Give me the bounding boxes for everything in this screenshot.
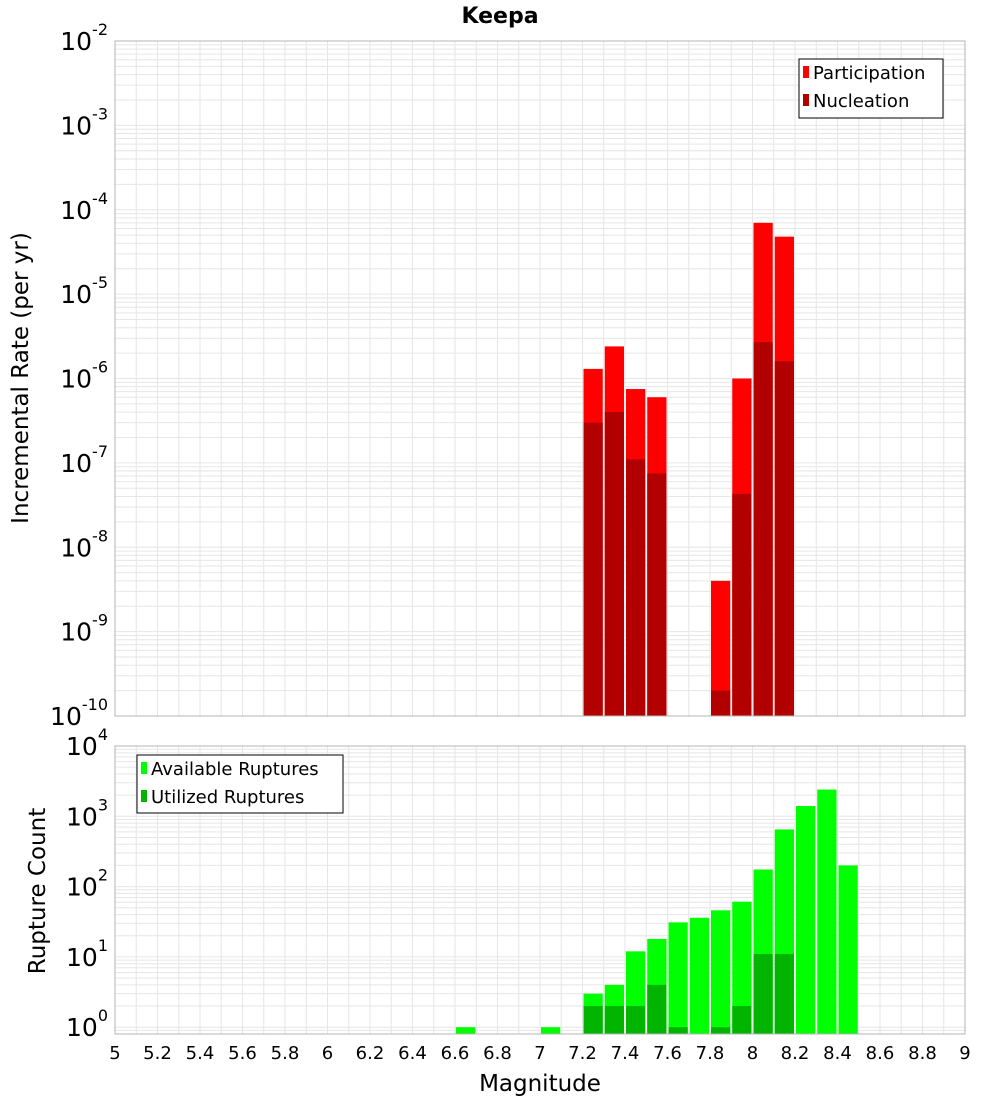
top-y-axis-label: Incremental Rate (per yr) — [8, 232, 34, 524]
available-bar — [796, 806, 816, 1034]
top-y-tick: 10-3 — [60, 104, 108, 140]
legend-swatch — [141, 762, 147, 774]
legend-swatch — [803, 66, 809, 78]
x-tick-label: 5.6 — [228, 1043, 257, 1064]
x-tick-label: 6 — [322, 1043, 333, 1064]
bottom-legend: Available Ruptures Utilized Ruptures — [136, 754, 344, 814]
x-tick-label: 8 — [747, 1043, 758, 1064]
utilized-bar — [774, 953, 794, 1034]
nucleation-bar — [583, 422, 603, 716]
top-grid — [114, 41, 966, 717]
nucleation-bar — [604, 412, 624, 716]
nucleation-bar — [626, 459, 646, 716]
participation-bar — [711, 580, 731, 716]
x-tick-label: 9 — [959, 1043, 970, 1064]
bottom-y-tick: 102 — [66, 866, 108, 902]
available-bar — [456, 1027, 476, 1034]
x-tick-label: 5 — [109, 1043, 120, 1064]
top-y-tick: 10-6 — [60, 358, 108, 394]
x-tick-label: 6.2 — [356, 1043, 385, 1064]
x-tick-labels: 5 5.2 5.4 5.6 5.8 6 6.2 6.4 6.6 6.8 7 7.2 7.4 7.6 7.8 8… — [109, 1043, 970, 1064]
top-y-tick: 10-8 — [60, 526, 108, 562]
utilized-bar — [732, 1006, 752, 1034]
x-tick-label: 8.4 — [823, 1043, 852, 1064]
legend-swatch — [141, 790, 147, 802]
legend-label: Nucleation — [813, 91, 909, 112]
utilized-bar — [604, 1006, 624, 1034]
x-tick-label: 6.6 — [441, 1043, 470, 1064]
available-bar — [732, 901, 752, 1034]
bottom-y-tick: 101 — [66, 936, 108, 972]
nucleation-bar — [774, 361, 794, 716]
top-y-ticks: 10-210-310-410-510-610-710-810-910-10 — [50, 20, 108, 731]
x-tick-label: 7.8 — [696, 1043, 725, 1064]
top-legend: Participation Nucleation — [798, 58, 944, 119]
utilized-bar — [583, 1006, 603, 1034]
bottom-y-tick: 103 — [66, 795, 108, 831]
chart-title: Keepa — [461, 4, 538, 29]
top-panel: 10-210-310-410-510-610-710-810-910-10Par… — [50, 20, 966, 731]
available-bar — [838, 865, 858, 1034]
legend-label: Participation — [813, 63, 925, 84]
bottom-plot-frame — [114, 745, 966, 1035]
legend-label: Available Ruptures — [151, 759, 319, 780]
nucleation-bar — [753, 342, 773, 716]
nucleation-bar — [647, 473, 667, 716]
nucleation-bar — [711, 690, 731, 716]
top-plot-frame — [114, 40, 966, 717]
available-bar — [689, 917, 709, 1034]
available-bar — [541, 1027, 561, 1034]
x-tick-label: 7.2 — [568, 1043, 597, 1064]
top-bars — [583, 222, 794, 716]
legend-box — [136, 754, 344, 814]
utilized-bar — [668, 1027, 688, 1034]
x-tick-label: 7.6 — [653, 1043, 682, 1064]
nucleation-bar — [732, 493, 752, 716]
x-tick-label: 6.8 — [483, 1043, 512, 1064]
legend-swatch — [803, 94, 809, 106]
x-tick-label: 7 — [534, 1043, 545, 1064]
x-tick-label: 8.6 — [866, 1043, 895, 1064]
available-bar — [817, 789, 837, 1034]
top-y-tick: 10-5 — [60, 273, 108, 309]
bottom-bars — [456, 789, 858, 1034]
utilized-bar — [711, 1027, 731, 1034]
legend-box — [798, 58, 944, 119]
x-tick-label: 8.8 — [908, 1043, 937, 1064]
top-y-tick: 10-2 — [60, 20, 108, 56]
x-tick-label: 5.2 — [143, 1043, 172, 1064]
top-y-tick: 10-9 — [60, 611, 108, 647]
x-tick-label: 7.4 — [611, 1043, 640, 1064]
x-tick-label: 5.8 — [271, 1043, 300, 1064]
x-axis-label: Magnitude — [479, 1071, 601, 1097]
available-bar — [711, 910, 731, 1034]
x-tick-label: 6.4 — [398, 1043, 427, 1064]
available-bar — [668, 922, 688, 1034]
legend-label: Utilized Ruptures — [151, 787, 304, 808]
utilized-bar — [753, 953, 773, 1034]
bottom-y-tick: 100 — [66, 1006, 108, 1042]
x-tick-label: 5.4 — [186, 1043, 215, 1064]
utilized-bar — [626, 1006, 646, 1034]
x-tick-label: 8.2 — [781, 1043, 810, 1064]
bottom-y-axis-label: Rupture Count — [25, 808, 51, 974]
utilized-bar — [647, 984, 667, 1034]
top-y-tick: 10-7 — [60, 442, 108, 478]
top-y-tick: 10-4 — [60, 189, 108, 225]
